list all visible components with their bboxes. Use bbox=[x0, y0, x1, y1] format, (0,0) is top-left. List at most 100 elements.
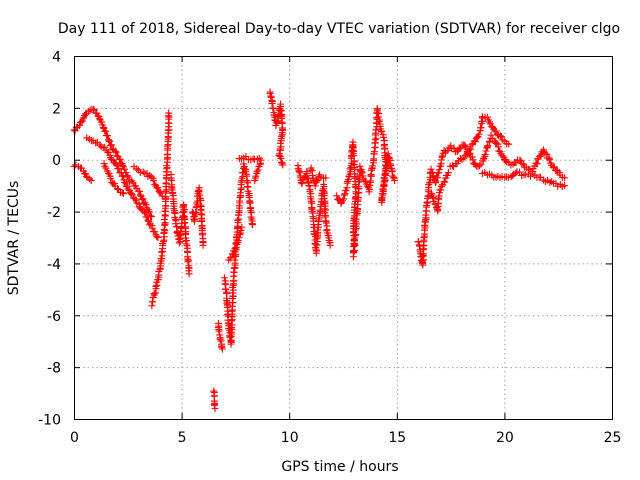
data-point bbox=[150, 177, 158, 185]
data-point bbox=[267, 92, 275, 100]
data-point bbox=[533, 160, 541, 168]
y-tick-label: -6 bbox=[47, 309, 61, 325]
data-point bbox=[144, 216, 152, 224]
data-point bbox=[498, 133, 506, 141]
data-point bbox=[486, 138, 494, 146]
data-point bbox=[467, 145, 475, 153]
data-point bbox=[458, 155, 466, 163]
data-point bbox=[312, 246, 320, 254]
x-axis-label: GPS time / hours bbox=[281, 459, 398, 475]
data-point bbox=[86, 175, 94, 183]
y-tick-label: -2 bbox=[47, 205, 61, 221]
data-point bbox=[195, 188, 203, 196]
data-point bbox=[113, 185, 121, 193]
data-point bbox=[128, 191, 136, 199]
data-point bbox=[237, 178, 245, 186]
data-point bbox=[548, 178, 556, 186]
data-point bbox=[326, 241, 334, 249]
data-point bbox=[218, 343, 226, 351]
data-point bbox=[112, 148, 120, 156]
x-tick-label: 5 bbox=[178, 430, 187, 446]
data-point bbox=[133, 165, 141, 173]
data-point bbox=[378, 128, 386, 136]
data-points bbox=[70, 88, 569, 413]
data-point bbox=[216, 335, 224, 343]
data-point bbox=[298, 180, 306, 188]
data-point bbox=[435, 166, 443, 174]
data-point bbox=[471, 138, 479, 146]
data-point bbox=[111, 147, 119, 155]
data-point bbox=[433, 174, 441, 182]
data-point bbox=[356, 162, 364, 170]
data-point bbox=[493, 130, 501, 138]
data-point bbox=[475, 130, 483, 138]
y-tick-label: 2 bbox=[52, 101, 61, 117]
data-point bbox=[82, 170, 90, 178]
axis-ticks bbox=[74, 56, 613, 420]
data-point bbox=[151, 289, 159, 297]
data-point bbox=[127, 189, 135, 197]
data-point bbox=[313, 177, 321, 185]
data-point bbox=[539, 146, 547, 154]
data-point bbox=[532, 159, 540, 167]
data-point bbox=[473, 133, 481, 141]
data-point bbox=[108, 141, 116, 149]
data-point bbox=[279, 161, 287, 169]
data-point bbox=[181, 219, 189, 227]
data-point bbox=[307, 166, 315, 174]
data-point bbox=[124, 185, 132, 193]
data-point bbox=[421, 217, 429, 225]
data-point bbox=[106, 142, 114, 150]
data-point bbox=[322, 174, 330, 182]
data-point bbox=[494, 143, 502, 151]
data-point bbox=[550, 163, 558, 171]
data-point bbox=[147, 212, 155, 220]
data-point bbox=[119, 161, 127, 169]
x-tick-label: 15 bbox=[388, 430, 406, 446]
data-point bbox=[505, 140, 513, 148]
data-point bbox=[498, 152, 506, 160]
data-point bbox=[218, 345, 226, 353]
data-point bbox=[340, 195, 348, 203]
data-point bbox=[277, 111, 285, 119]
data-point bbox=[504, 174, 512, 182]
data-point bbox=[131, 195, 139, 203]
data-point bbox=[475, 162, 483, 170]
data-point bbox=[237, 227, 245, 235]
data-point bbox=[118, 189, 126, 197]
data-point bbox=[154, 234, 162, 241]
data-point bbox=[251, 176, 259, 184]
data-point bbox=[104, 132, 112, 140]
data-point bbox=[75, 121, 83, 129]
data-point bbox=[278, 131, 286, 139]
data-point bbox=[222, 285, 230, 293]
data-point bbox=[354, 194, 362, 202]
data-point bbox=[148, 224, 156, 232]
data-point bbox=[482, 147, 490, 155]
y-tick-label: -10 bbox=[38, 413, 61, 429]
data-point bbox=[268, 100, 276, 108]
data-point bbox=[469, 156, 477, 164]
y-tick-labels: 4 2 0 -2 -4 -6 -8 -10 bbox=[38, 50, 61, 429]
grid-lines bbox=[74, 56, 612, 419]
data-point bbox=[198, 231, 206, 239]
data-point bbox=[184, 258, 192, 266]
data-point bbox=[294, 164, 302, 172]
data-point bbox=[182, 240, 190, 248]
x-tick-label: 10 bbox=[281, 430, 299, 446]
data-point bbox=[461, 141, 469, 149]
data-point bbox=[170, 205, 178, 213]
data-point bbox=[87, 176, 95, 184]
data-point bbox=[215, 327, 223, 335]
y-tick-label: 0 bbox=[52, 153, 61, 169]
data-point bbox=[154, 184, 162, 192]
data-point bbox=[545, 154, 553, 162]
data-point bbox=[427, 165, 435, 173]
data-point bbox=[232, 244, 240, 252]
data-point bbox=[277, 154, 285, 162]
data-point bbox=[380, 133, 388, 141]
data-point bbox=[255, 154, 263, 162]
data-point bbox=[561, 174, 569, 182]
data-point bbox=[141, 209, 149, 217]
data-point bbox=[455, 145, 463, 153]
